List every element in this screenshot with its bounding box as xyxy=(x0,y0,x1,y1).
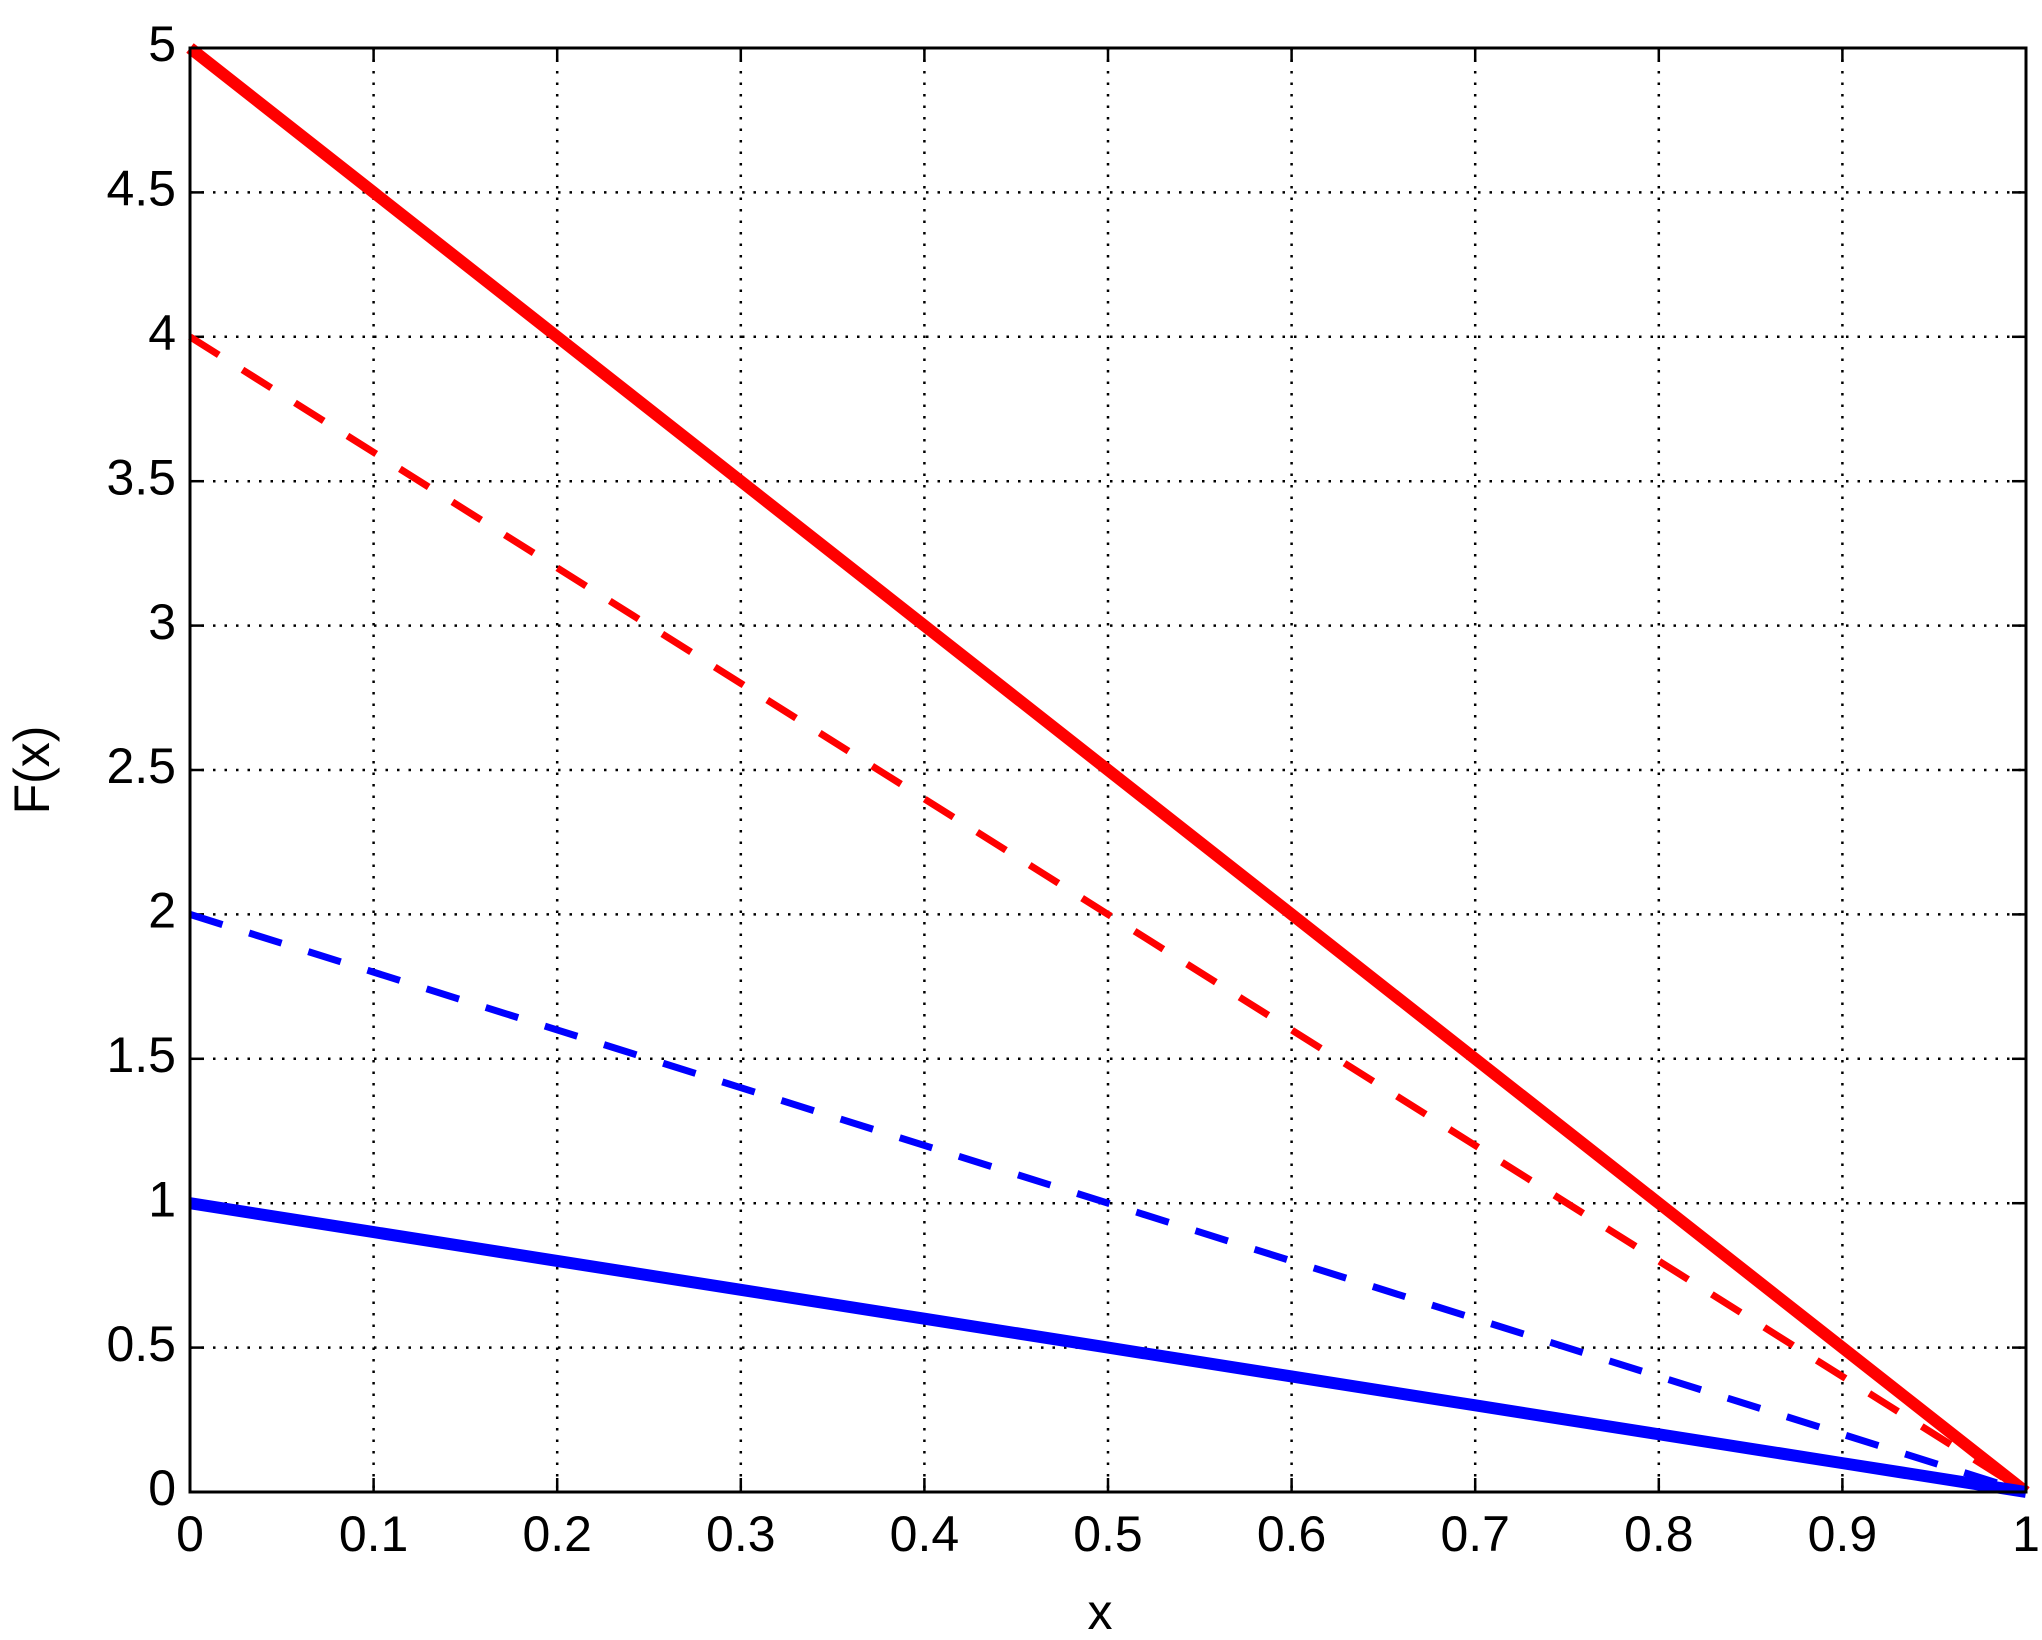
plot-frame xyxy=(188,46,2028,1494)
x-tick-label: 0.6 xyxy=(1257,1506,1327,1562)
x-axis-label: x xyxy=(1088,1584,1113,1640)
y-tick-label: 5 xyxy=(148,16,176,72)
series-line xyxy=(188,911,2028,1496)
y-tick-label: 1.5 xyxy=(106,1027,176,1083)
x-tick-label: 0 xyxy=(176,1506,204,1562)
x-tick-label: 0.8 xyxy=(1624,1506,1694,1562)
y-tick-label: 4 xyxy=(148,305,176,361)
y-tick-label: 2.5 xyxy=(106,738,176,794)
x-tick-label: 0.9 xyxy=(1808,1506,1878,1562)
y-axis-label: F(x) xyxy=(4,726,60,815)
y-tick-label: 2 xyxy=(148,883,176,939)
series-line xyxy=(188,333,2028,1495)
y-tick-label: 3 xyxy=(148,594,176,650)
y-tick-label: 0 xyxy=(148,1460,176,1516)
x-tick-label: 0.2 xyxy=(522,1506,592,1562)
y-tick-label: 1 xyxy=(148,1171,176,1227)
x-tick-label: 0.1 xyxy=(339,1506,409,1562)
y-tick-label: 3.5 xyxy=(106,449,176,505)
x-tick-label: 0.5 xyxy=(1073,1506,1143,1562)
y-tick-label: 4.5 xyxy=(106,161,176,217)
series-line xyxy=(186,43,2030,1497)
series-line xyxy=(189,1197,2027,1498)
y-tick-label: 0.5 xyxy=(106,1316,176,1372)
x-tick-label: 1 xyxy=(2012,1506,2040,1562)
x-tick-label: 0.7 xyxy=(1440,1506,1510,1562)
x-tick-label: 0.3 xyxy=(706,1506,776,1562)
x-tick-label: 0.4 xyxy=(890,1506,960,1562)
